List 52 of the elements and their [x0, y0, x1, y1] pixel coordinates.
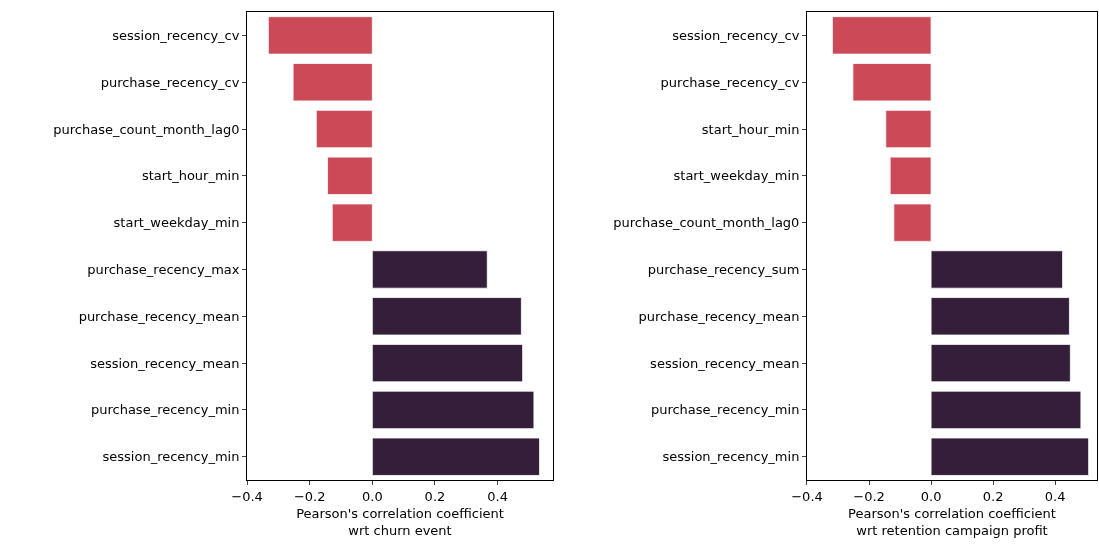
bar	[371, 390, 535, 430]
bar	[292, 63, 373, 102]
bar	[852, 63, 932, 102]
bar	[371, 437, 540, 476]
y-tick-label: session_recency_cv	[672, 27, 800, 43]
y-tick-label: start_hour_min	[701, 121, 800, 137]
y-tick-label: start_weekday_min	[113, 215, 240, 231]
x-tick-label: 0.0	[361, 488, 383, 504]
y-tick-label: session_recency_cv	[112, 27, 240, 43]
bar	[930, 297, 1070, 336]
y-tick-label: purchase_recency_mean	[78, 308, 240, 324]
bar	[930, 250, 1063, 289]
y-tick-label: purchase_recency_min	[650, 402, 800, 418]
bar	[371, 297, 522, 336]
y-tick-label: purchase_recency_cv	[660, 74, 800, 90]
x-tick-label: 0.2	[424, 488, 446, 504]
bar	[885, 109, 932, 149]
x-tick-label: −0.4	[231, 488, 263, 504]
y-tick-label: start_weekday_min	[673, 168, 800, 184]
x-tick-label: −0.2	[853, 488, 885, 504]
y-tick-label: start_hour_min	[141, 168, 240, 184]
bar	[832, 16, 932, 55]
y-tick-label: purchase_count_month_lag0	[53, 121, 240, 137]
y-tick-label: purchase_recency_min	[90, 402, 240, 418]
bar	[930, 437, 1090, 476]
bar	[371, 250, 488, 289]
x-tick-label: 0.4	[487, 488, 508, 504]
bar	[371, 343, 524, 383]
x-axis-title: Pearson's correlation coefficient wrt churn event	[296, 506, 504, 539]
y-tick-label: purchase_recency_max	[87, 262, 240, 278]
bar	[893, 203, 932, 242]
bar	[930, 390, 1082, 430]
bar	[327, 156, 373, 195]
x-tick-label: −0.4	[791, 488, 823, 504]
y-tick-label: purchase_recency_mean	[638, 308, 800, 324]
y-tick-label: session_recency_mean	[650, 355, 800, 371]
y-tick-label: session_recency_mean	[90, 355, 240, 371]
bar	[331, 203, 373, 242]
bar	[930, 343, 1071, 383]
x-tick-label: 0.0	[920, 488, 942, 504]
x-tick-label: −0.2	[293, 488, 326, 504]
y-tick-label: session_recency_min	[102, 449, 240, 465]
x-axis-title: Pearson's correlation coefficient wrt retention campaign profit	[848, 506, 1056, 539]
bar	[267, 16, 373, 55]
bar	[315, 109, 373, 149]
y-tick-label: purchase_count_month_lag0	[613, 215, 800, 231]
bar	[889, 156, 932, 195]
y-tick-label: purchase_recency_sum	[647, 262, 800, 278]
x-tick-label: 0.2	[982, 488, 1004, 504]
y-tick-label: session_recency_min	[662, 449, 800, 465]
y-tick-label: purchase_recency_cv	[100, 74, 240, 90]
x-tick-label: 0.4	[1044, 488, 1066, 504]
